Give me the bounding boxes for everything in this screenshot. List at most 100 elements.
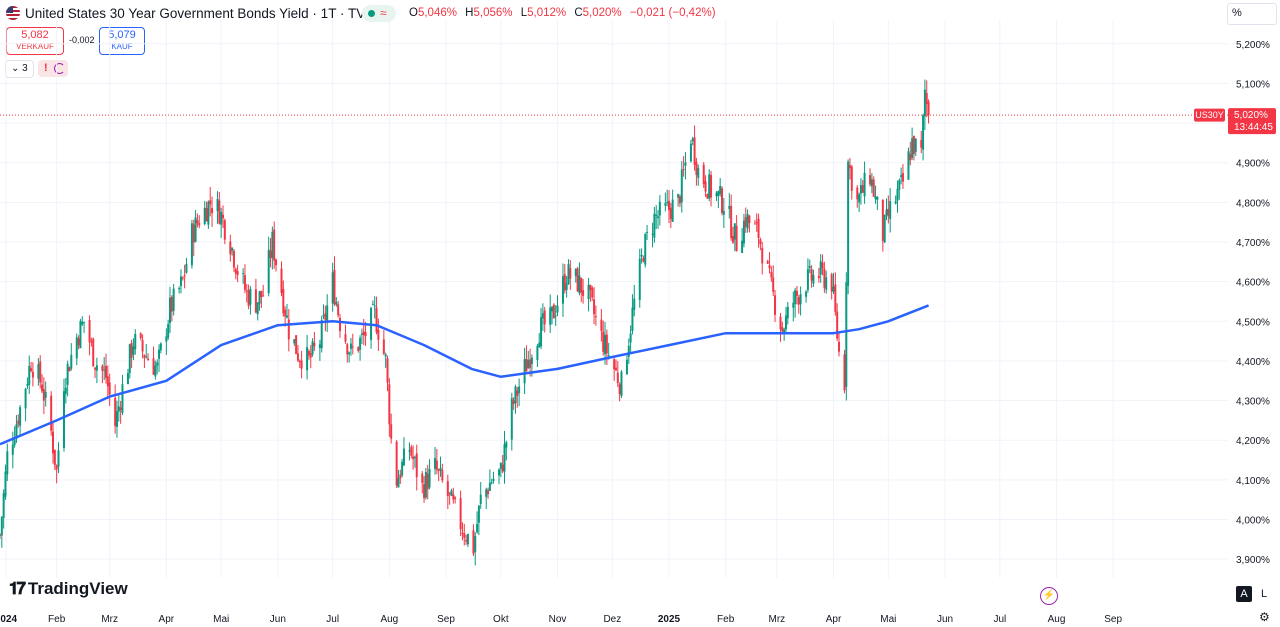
candle-body: [168, 297, 171, 324]
candle-body: [885, 209, 888, 216]
candle-body: [774, 295, 777, 315]
candle-body: [128, 344, 131, 374]
candle-body: [70, 354, 73, 369]
settings-icon[interactable]: ⚙: [1259, 610, 1270, 624]
candle-body: [476, 524, 479, 533]
low-label: L: [520, 7, 528, 19]
candle-body: [817, 275, 820, 279]
indicators-toggle[interactable]: ⌄ 3: [5, 60, 34, 78]
candle-body: [130, 342, 133, 358]
price-unit-selector[interactable]: [1227, 3, 1277, 25]
candle-body: [794, 290, 797, 304]
candle-body: [218, 200, 221, 224]
candle-body: [618, 384, 621, 395]
candle-body: [90, 341, 93, 343]
candle-body: [88, 320, 91, 343]
time-tick-label: Jun: [937, 614, 953, 625]
candle-body: [805, 291, 808, 297]
price-tick-label: 5,100%: [1236, 79, 1270, 90]
log-scale-button[interactable]: L: [1260, 588, 1268, 600]
candle-body: [434, 458, 437, 469]
candle-body: [132, 346, 135, 355]
candle-body: [693, 137, 696, 165]
candle-body: [55, 465, 58, 470]
candle-body: [377, 329, 380, 340]
auto-scale-button[interactable]: A: [1236, 586, 1252, 602]
candle-body: [344, 334, 347, 342]
candle-body: [170, 297, 173, 312]
candle-body: [397, 478, 400, 488]
candle-body: [83, 321, 86, 323]
candle-body: [582, 290, 585, 296]
us-flag-icon: [6, 6, 20, 20]
candle-body: [894, 201, 897, 204]
candle-body: [889, 201, 892, 220]
candle-body: [710, 174, 713, 198]
time-tick-label: Apr: [826, 614, 842, 625]
candle-body: [901, 173, 904, 182]
candle-body: [293, 339, 296, 344]
sell-button[interactable]: 5,082 VERKAUF: [6, 27, 64, 55]
candle-body: [845, 282, 848, 387]
candle-body: [413, 456, 416, 458]
sync-icon: [54, 63, 65, 74]
candle-body: [183, 275, 186, 277]
candle-body: [463, 533, 466, 538]
candle-body: [382, 339, 385, 354]
market-status[interactable]: ≈: [362, 5, 396, 22]
buy-label: KAUF: [111, 42, 133, 51]
candle-body: [821, 262, 824, 269]
candle-body: [607, 355, 610, 357]
logo-text: TradingView: [27, 579, 128, 598]
symbol-title[interactable]: United States 30 Year Government Bonds Y…: [25, 6, 375, 21]
candle-body: [761, 247, 764, 264]
flash-icon[interactable]: ⚡: [1040, 587, 1058, 605]
candle-body: [565, 283, 568, 290]
candle-body: [243, 275, 246, 290]
candle-body: [684, 162, 687, 166]
candle-body: [30, 368, 33, 372]
candle-body: [285, 315, 288, 318]
candle-body: [678, 196, 681, 204]
candle-body: [373, 305, 376, 307]
candle-body: [256, 302, 259, 315]
candle-body: [346, 344, 349, 355]
candle-body: [209, 200, 212, 205]
candle-body: [435, 460, 438, 471]
candles: [0, 79, 930, 566]
candle-body: [68, 367, 71, 372]
candle-body: [156, 362, 159, 366]
candle-body: [262, 295, 265, 297]
candle-body: [863, 172, 866, 197]
candle-body: [13, 439, 16, 446]
candle-body: [527, 360, 530, 368]
candle-body: [795, 291, 798, 297]
tradingview-logo[interactable]: 𝟏𝟕 TradingView: [9, 579, 128, 599]
candle-body: [145, 356, 148, 358]
candle-body: [172, 288, 175, 311]
candle-body: [825, 277, 828, 290]
time-tick-label: Feb: [48, 614, 66, 625]
buy-button[interactable]: 5,079 KAUF: [99, 27, 145, 55]
candle-body: [57, 450, 60, 467]
candle-body: [375, 307, 378, 333]
candle-body: [669, 207, 672, 220]
candle-body: [119, 407, 122, 411]
candle-body: [600, 319, 603, 331]
candle-body: [518, 386, 521, 394]
candle-body: [326, 305, 329, 322]
candle-body: [843, 354, 846, 391]
candle-body: [848, 165, 851, 169]
candle-body: [668, 200, 670, 211]
candle-body: [300, 360, 303, 369]
price-tick-label: 4,000%: [1236, 516, 1270, 527]
legend-bar: United States 30 Year Government Bonds Y…: [0, 0, 1225, 28]
candle-body: [757, 218, 760, 238]
candle-body: [159, 343, 162, 351]
candle-body: [657, 216, 660, 219]
candle-body: [44, 391, 47, 398]
candle-body: [666, 201, 669, 203]
indicator-status[interactable]: !: [38, 60, 68, 77]
candle-body: [697, 168, 700, 178]
